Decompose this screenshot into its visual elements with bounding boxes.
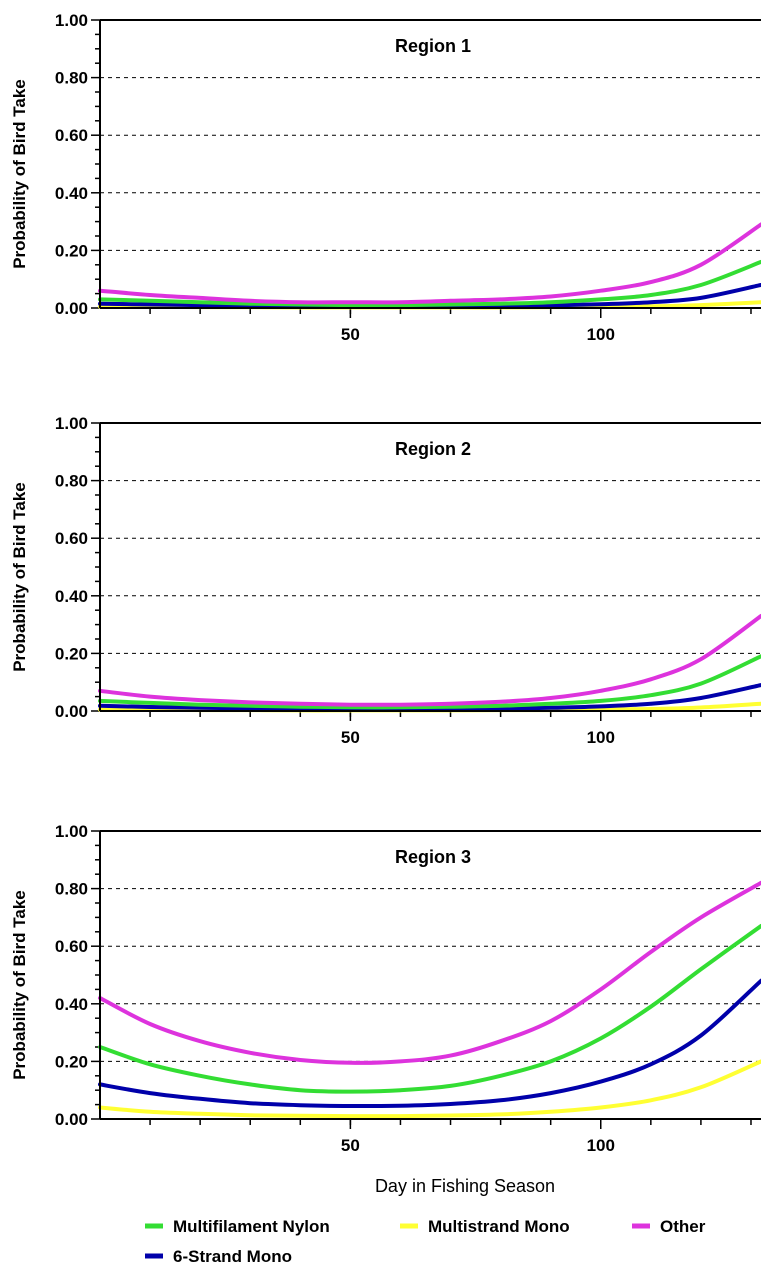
x-tick-label: 100 (587, 728, 615, 747)
panel-title: Region 1 (395, 36, 471, 56)
x-tick-label: 50 (341, 325, 360, 344)
y-tick-label: 0.80 (55, 472, 88, 491)
series-line-other (98, 222, 761, 305)
x-tick-label: 50 (341, 1136, 360, 1155)
y-tick-label: 0.60 (55, 126, 88, 145)
y-tick-label: 1.00 (55, 822, 88, 841)
series-line-multifilament-nylon (98, 654, 761, 710)
y-tick-label: 0.40 (55, 587, 88, 606)
x-tick-label: 50 (341, 728, 360, 747)
y-tick-label: 0.80 (55, 880, 88, 899)
legend-label: 6-Strand Mono (173, 1247, 292, 1266)
y-tick-label: 0.00 (55, 1110, 88, 1129)
legend: Multifilament Nylon Multistrand Mono Other… (145, 1217, 706, 1266)
panel-title: Region 3 (395, 847, 471, 867)
chart-panel-1: 0.00 0.20 0.40 0.60 0.80 1.00 50 100 Region 1 Pro… (10, 11, 761, 344)
legend-label: Multistrand Mono (428, 1217, 570, 1236)
y-axis-title: Probability of Bird Take (10, 79, 29, 269)
x-tick-label: 100 (587, 325, 615, 344)
y-tick-label: 0.60 (55, 937, 88, 956)
y-tick-label: 1.00 (55, 414, 88, 433)
y-axis-title: Probability of Bird Take (10, 890, 29, 1080)
series-line-multifilament-nylon (98, 924, 761, 1094)
y-tick-label: 1.00 (55, 11, 88, 30)
chart-panel-2: 0.00 0.20 0.40 0.60 0.80 1.00 50 100 Region 2 Pro… (10, 414, 761, 747)
chart-panel-3: 0.00 0.20 0.40 0.60 0.80 1.00 50 100 Region 3 Pro… (10, 822, 761, 1196)
series-line-6-strand-mono (98, 978, 761, 1109)
y-tick-label: 0.80 (55, 69, 88, 88)
legend-label: Multifilament Nylon (173, 1217, 330, 1236)
series-line-multistrand-mono (98, 1059, 761, 1119)
y-tick-label: 0.40 (55, 184, 88, 203)
series-line-multifilament-nylon (98, 259, 761, 308)
y-tick-label: 0.20 (55, 241, 88, 260)
series-line-6-strand-mono (98, 683, 761, 712)
panel-title: Region 2 (395, 439, 471, 459)
x-axis-title: Day in Fishing Season (375, 1176, 555, 1196)
y-tick-label: 0.00 (55, 702, 88, 721)
y-axis-title: Probability of Bird Take (10, 482, 29, 672)
y-tick-label: 0.60 (55, 529, 88, 548)
legend-label: Other (660, 1217, 706, 1236)
y-tick-label: 0.20 (55, 1052, 88, 1071)
y-tick-label: 0.40 (55, 995, 88, 1014)
series-line-other (98, 614, 761, 707)
y-tick-label: 0.00 (55, 299, 88, 318)
y-tick-label: 0.20 (55, 644, 88, 663)
series-line-other (98, 880, 761, 1065)
x-tick-label: 100 (587, 1136, 615, 1155)
